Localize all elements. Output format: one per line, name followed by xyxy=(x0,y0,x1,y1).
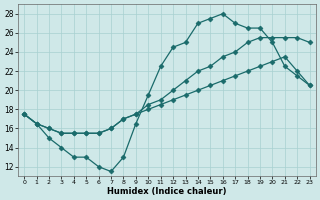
X-axis label: Humidex (Indice chaleur): Humidex (Indice chaleur) xyxy=(107,187,227,196)
